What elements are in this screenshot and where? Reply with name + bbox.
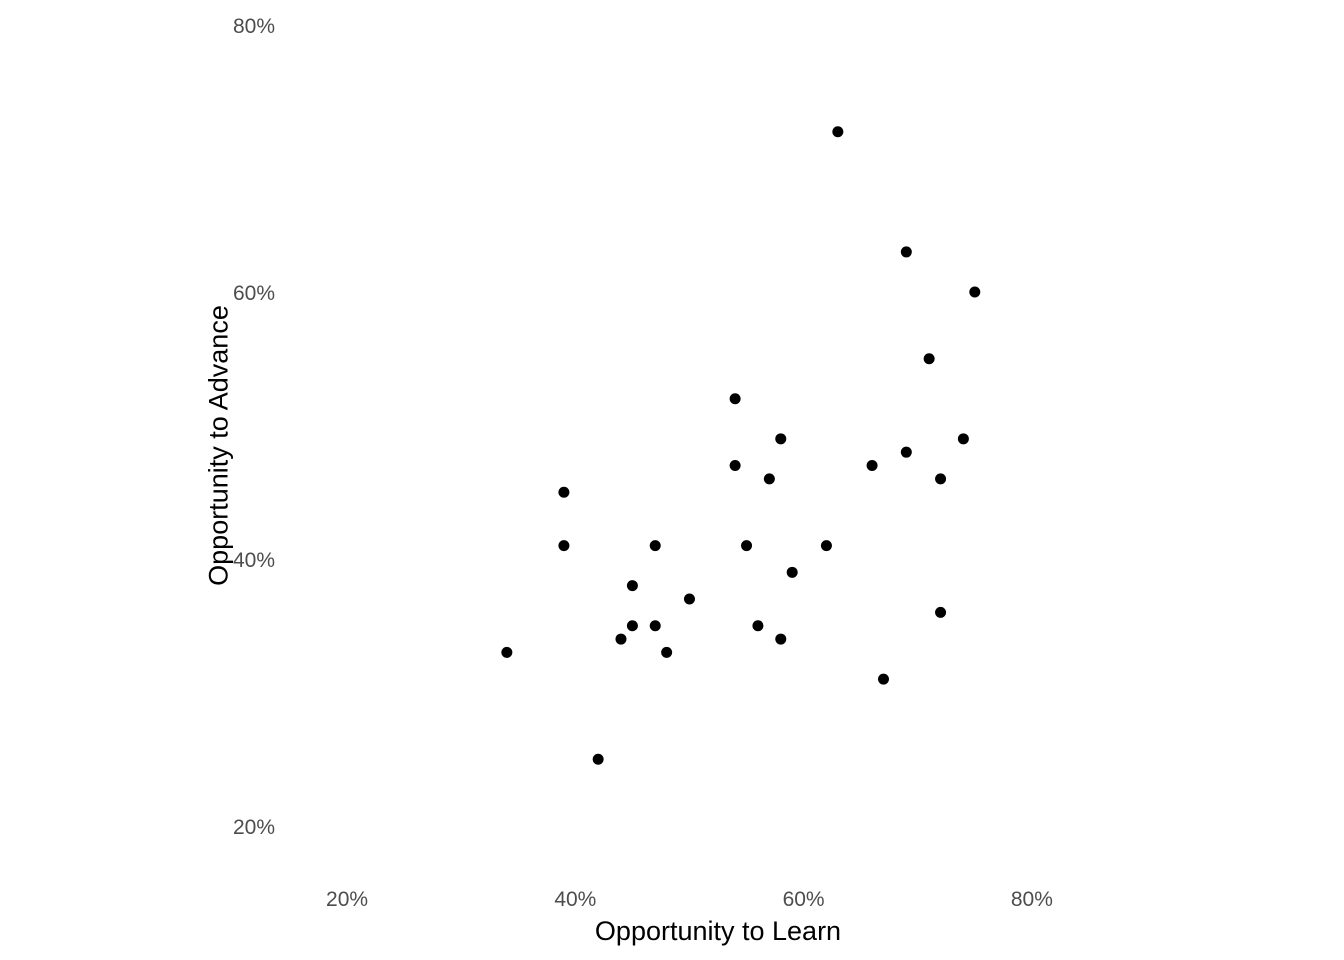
data-point xyxy=(935,606,947,618)
data-point xyxy=(558,486,570,498)
data-point xyxy=(763,473,775,485)
data-point xyxy=(741,540,753,552)
data-point xyxy=(626,620,638,632)
data-point xyxy=(683,593,695,605)
y-tick-label: 80% xyxy=(233,15,275,38)
y-axis-title: Opportunity to Advance xyxy=(203,305,233,586)
data-point xyxy=(786,566,798,578)
x-tick-label: 80% xyxy=(1011,888,1053,911)
data-point xyxy=(752,620,764,632)
data-point xyxy=(900,246,912,258)
x-tick-label: 40% xyxy=(554,888,596,911)
data-point xyxy=(820,540,832,552)
data-point xyxy=(501,646,513,658)
data-point xyxy=(649,620,661,632)
y-tick-label: 40% xyxy=(233,549,275,572)
data-point xyxy=(775,633,787,645)
data-point xyxy=(969,286,981,298)
y-tick-label: 20% xyxy=(233,816,275,839)
y-tick-label: 60% xyxy=(233,282,275,305)
data-point xyxy=(877,673,889,685)
data-point xyxy=(729,460,741,472)
data-point xyxy=(935,473,947,485)
data-point xyxy=(592,753,604,765)
x-axis-title: Opportunity to Learn xyxy=(595,916,841,946)
data-point xyxy=(900,446,912,458)
data-point xyxy=(649,540,661,552)
data-points xyxy=(501,126,981,765)
x-tick-label: 20% xyxy=(326,888,368,911)
x-tick-label: 60% xyxy=(783,888,825,911)
data-point xyxy=(957,433,969,445)
data-point xyxy=(775,433,787,445)
data-point xyxy=(866,460,878,472)
data-point xyxy=(615,633,627,645)
data-point xyxy=(729,393,741,405)
y-axis-ticks: 20% 40% 60% 80% xyxy=(233,15,275,839)
data-point xyxy=(923,353,935,365)
data-point xyxy=(661,646,673,658)
data-point xyxy=(832,126,844,138)
x-axis-ticks: 20% 40% 60% 80% xyxy=(326,888,1053,911)
data-point xyxy=(626,580,638,592)
data-point xyxy=(558,540,570,552)
